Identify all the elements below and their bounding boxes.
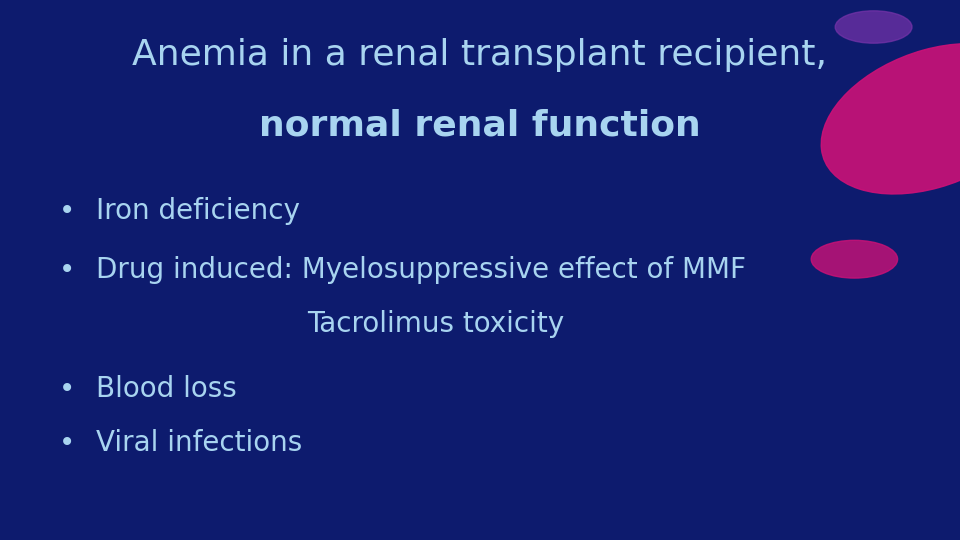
Ellipse shape [821, 44, 960, 194]
Text: Iron deficiency: Iron deficiency [96, 197, 300, 225]
Ellipse shape [811, 240, 898, 278]
Text: •: • [60, 197, 75, 225]
Text: Drug induced: Myelosuppressive effect of MMF: Drug induced: Myelosuppressive effect of… [96, 256, 746, 284]
Text: Anemia in a renal transplant recipient,: Anemia in a renal transplant recipient, [132, 38, 828, 72]
Text: Blood loss: Blood loss [96, 375, 237, 403]
Text: Viral infections: Viral infections [96, 429, 302, 457]
Text: •: • [60, 375, 75, 403]
Text: •: • [60, 256, 75, 284]
Text: •: • [60, 429, 75, 457]
Text: Tacrolimus toxicity: Tacrolimus toxicity [307, 310, 564, 338]
Ellipse shape [835, 11, 912, 43]
Text: normal renal function: normal renal function [259, 108, 701, 142]
